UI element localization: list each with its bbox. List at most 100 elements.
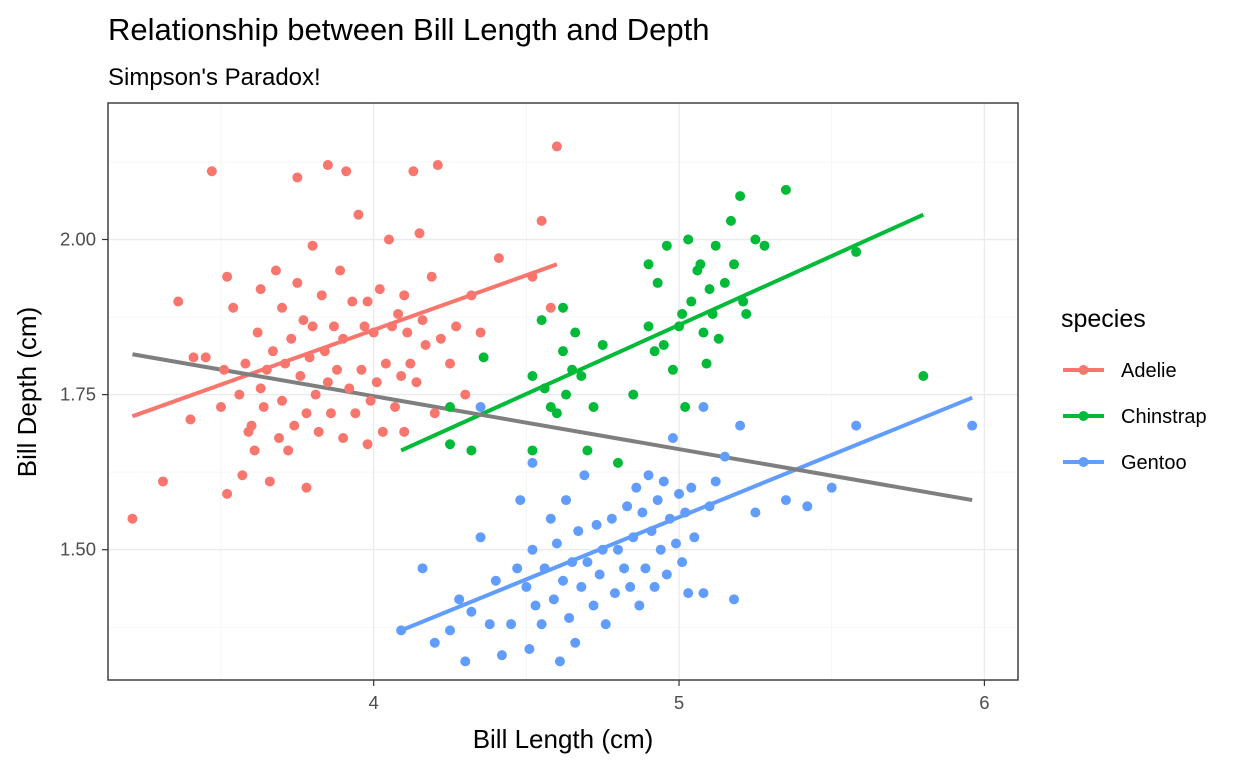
data-point: [328, 321, 339, 332]
data-point: [570, 637, 581, 648]
data-point: [399, 426, 410, 437]
data-point: [274, 433, 285, 444]
data-point: [643, 321, 654, 332]
legend-label: Gentoo: [1121, 452, 1187, 474]
data-point: [356, 364, 367, 375]
legend-label: Chinstrap: [1121, 406, 1207, 428]
data-point: [350, 408, 361, 419]
data-point: [249, 445, 260, 456]
data-point: [600, 619, 611, 630]
data-point: [667, 364, 678, 375]
data-point: [524, 643, 535, 654]
data-point: [670, 538, 681, 549]
data-point: [545, 513, 556, 524]
data-point: [561, 495, 572, 506]
data-point: [606, 513, 617, 524]
data-point: [277, 395, 288, 406]
data-point: [341, 166, 352, 177]
data-point: [527, 544, 538, 555]
data-point: [698, 588, 709, 599]
data-point: [362, 439, 373, 450]
data-point: [750, 234, 761, 245]
data-point: [157, 476, 168, 487]
data-point: [527, 271, 538, 282]
data-point: [215, 402, 226, 413]
data-point: [851, 246, 862, 257]
data-point: [445, 439, 456, 450]
data-point: [478, 352, 489, 363]
data-point: [551, 538, 562, 549]
data-point: [451, 321, 462, 332]
data-point: [295, 370, 306, 381]
data-point: [432, 160, 443, 171]
data-point: [652, 277, 663, 288]
data-point: [558, 302, 568, 313]
data-point: [490, 575, 501, 586]
data-point: [307, 321, 318, 332]
data-point: [460, 656, 471, 667]
data-point: [527, 445, 538, 456]
data-point: [435, 333, 446, 344]
data-point: [545, 402, 556, 413]
data-point: [237, 470, 248, 481]
data-point: [234, 389, 245, 400]
data-point: [677, 308, 688, 319]
data-point: [554, 656, 565, 667]
data-point: [826, 482, 837, 493]
legend-items: Adelie Chinstrap Gentoo: [1063, 360, 1207, 474]
data-point: [246, 420, 257, 431]
data-point: [396, 625, 407, 636]
data-point: [738, 296, 749, 307]
data-point: [338, 433, 349, 444]
data-point: [353, 209, 364, 220]
data-point: [582, 445, 593, 456]
data-point: [362, 296, 373, 307]
y-axis-title: Bill Depth (cm): [12, 307, 42, 477]
data-point: [640, 563, 651, 574]
data-point: [335, 265, 346, 276]
legend-key-point: [1078, 365, 1089, 375]
data-point: [573, 526, 584, 537]
data-point: [750, 507, 761, 518]
data-point: [445, 358, 456, 369]
data-point: [301, 482, 312, 493]
data-point: [408, 166, 419, 177]
data-point: [200, 352, 211, 363]
data-point: [383, 234, 394, 245]
data-point: [567, 557, 578, 568]
data-point: [588, 402, 599, 413]
data-point: [445, 625, 456, 636]
data-point: [719, 277, 730, 288]
data-point: [664, 513, 675, 524]
data-point: [319, 346, 330, 357]
panel-border: [107, 102, 1019, 681]
data-point: [365, 395, 376, 406]
legend-label: Adelie: [1121, 360, 1177, 382]
data-point: [255, 284, 266, 295]
data-point: [267, 346, 278, 357]
data-point: [298, 315, 309, 326]
data-point: [625, 581, 636, 592]
legend-item: Adelie: [1063, 360, 1177, 382]
data-point: [219, 364, 230, 375]
data-point: [597, 339, 608, 350]
data-point: [396, 370, 407, 381]
series-points: [127, 141, 562, 524]
data-point: [686, 296, 697, 307]
legend-item: Chinstrap: [1063, 406, 1207, 428]
data-point: [597, 544, 608, 555]
data-point: [316, 290, 327, 301]
x-tick-label: 5: [674, 692, 684, 713]
data-point: [493, 253, 504, 264]
data-point: [649, 581, 660, 592]
data-point: [411, 377, 422, 388]
data-point: [643, 470, 654, 481]
data-points: [127, 141, 978, 667]
data-point: [695, 259, 706, 270]
data-point: [429, 637, 440, 648]
data-point: [551, 141, 562, 152]
data-point: [466, 606, 477, 617]
data-point: [680, 507, 691, 518]
data-point: [261, 364, 272, 375]
